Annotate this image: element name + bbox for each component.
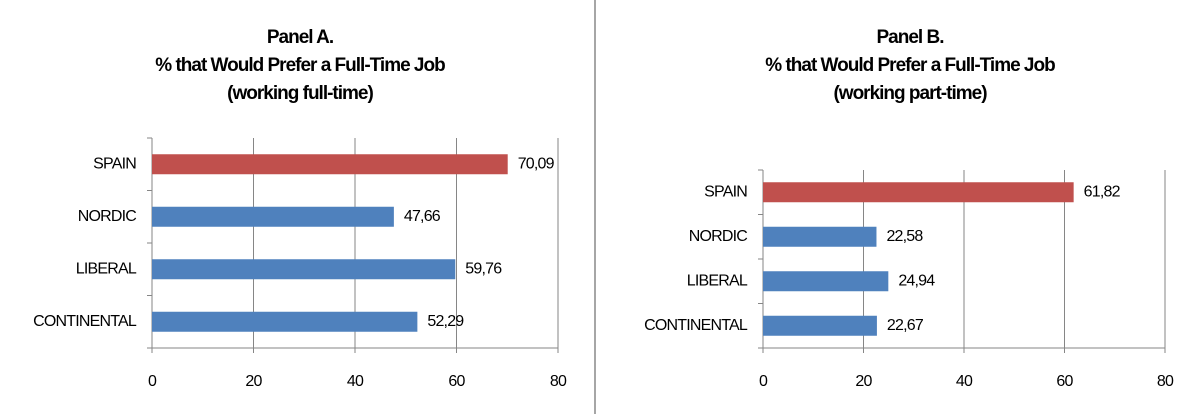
value-label: 22,67 [887, 317, 924, 334]
chart-title: % that Would Prefer a Full-Time Job [765, 55, 1055, 76]
x-tick-label: 20 [855, 373, 872, 390]
y-tick-label: NORDIC [78, 208, 137, 225]
y-tick-label: CONTINENTAL [644, 317, 748, 334]
bar [763, 315, 877, 336]
bar [152, 154, 508, 175]
value-label: 70,09 [518, 155, 555, 172]
value-label: 61,82 [1084, 183, 1121, 200]
chart-title: (working part-time) [833, 83, 987, 104]
bar [152, 311, 418, 332]
bar [152, 206, 394, 227]
x-tick-label: 80 [550, 373, 567, 390]
x-tick-label: 40 [347, 373, 364, 390]
value-label: 24,94 [898, 272, 935, 289]
bar [763, 271, 889, 292]
chart-title: Panel B. [877, 27, 944, 48]
y-tick-label: SPAIN [704, 183, 747, 200]
bar [763, 182, 1074, 203]
y-tick-label: NORDIC [689, 228, 748, 245]
chart-title: % that Would Prefer a Full-Time Job [155, 55, 445, 76]
x-tick-label: 40 [956, 373, 973, 390]
value-label: 22,58 [886, 228, 923, 245]
x-tick-label: 0 [148, 373, 157, 390]
value-label: 59,76 [465, 260, 502, 277]
y-tick-label: CONTINENTAL [33, 313, 137, 330]
x-tick-label: 60 [1056, 373, 1073, 390]
value-label: 47,66 [404, 208, 441, 225]
y-tick-label: LIBERAL [76, 260, 137, 277]
bar [763, 226, 877, 247]
x-tick-label: 0 [759, 373, 768, 390]
x-tick-label: 60 [448, 373, 465, 390]
chart-title: (working full-time) [227, 83, 373, 104]
bar [152, 259, 456, 280]
x-tick-label: 80 [1157, 373, 1174, 390]
chart-title: Panel A. [267, 27, 333, 48]
y-tick-label: SPAIN [93, 155, 136, 172]
value-label: 52,29 [427, 313, 464, 330]
y-tick-label: LIBERAL [687, 272, 748, 289]
x-tick-label: 20 [245, 373, 262, 390]
